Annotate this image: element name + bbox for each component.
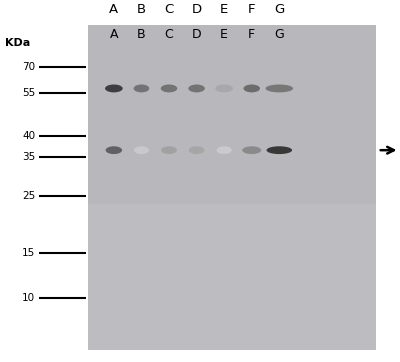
Ellipse shape — [266, 146, 292, 154]
Text: 35: 35 — [22, 152, 35, 162]
Text: F: F — [248, 28, 255, 41]
Text: 10: 10 — [22, 293, 35, 303]
Ellipse shape — [105, 84, 123, 92]
Ellipse shape — [161, 146, 177, 154]
Ellipse shape — [188, 84, 205, 92]
Ellipse shape — [134, 146, 149, 154]
Ellipse shape — [215, 84, 233, 92]
Text: C: C — [164, 3, 174, 16]
Text: 55: 55 — [22, 88, 35, 98]
Text: D: D — [192, 28, 202, 41]
Text: B: B — [137, 28, 146, 41]
Text: B: B — [137, 3, 146, 16]
Ellipse shape — [106, 146, 122, 154]
Text: E: E — [220, 28, 228, 41]
Text: G: G — [274, 28, 284, 41]
Text: C: C — [165, 28, 173, 41]
Ellipse shape — [217, 146, 232, 154]
Text: D: D — [192, 3, 202, 16]
Text: 40: 40 — [22, 131, 35, 140]
Ellipse shape — [189, 146, 204, 154]
Text: E: E — [220, 3, 228, 16]
Ellipse shape — [242, 146, 261, 154]
Text: A: A — [109, 3, 118, 16]
Text: 25: 25 — [22, 191, 35, 201]
Ellipse shape — [244, 84, 260, 92]
Bar — [88, 204, 376, 350]
FancyBboxPatch shape — [88, 25, 376, 350]
Text: KDa: KDa — [5, 38, 30, 47]
Ellipse shape — [266, 84, 293, 92]
Text: 70: 70 — [22, 62, 35, 72]
Text: 15: 15 — [22, 248, 35, 257]
Text: G: G — [274, 3, 284, 16]
Text: F: F — [248, 3, 256, 16]
Ellipse shape — [134, 84, 149, 92]
Ellipse shape — [161, 84, 177, 92]
Text: A: A — [110, 28, 118, 41]
